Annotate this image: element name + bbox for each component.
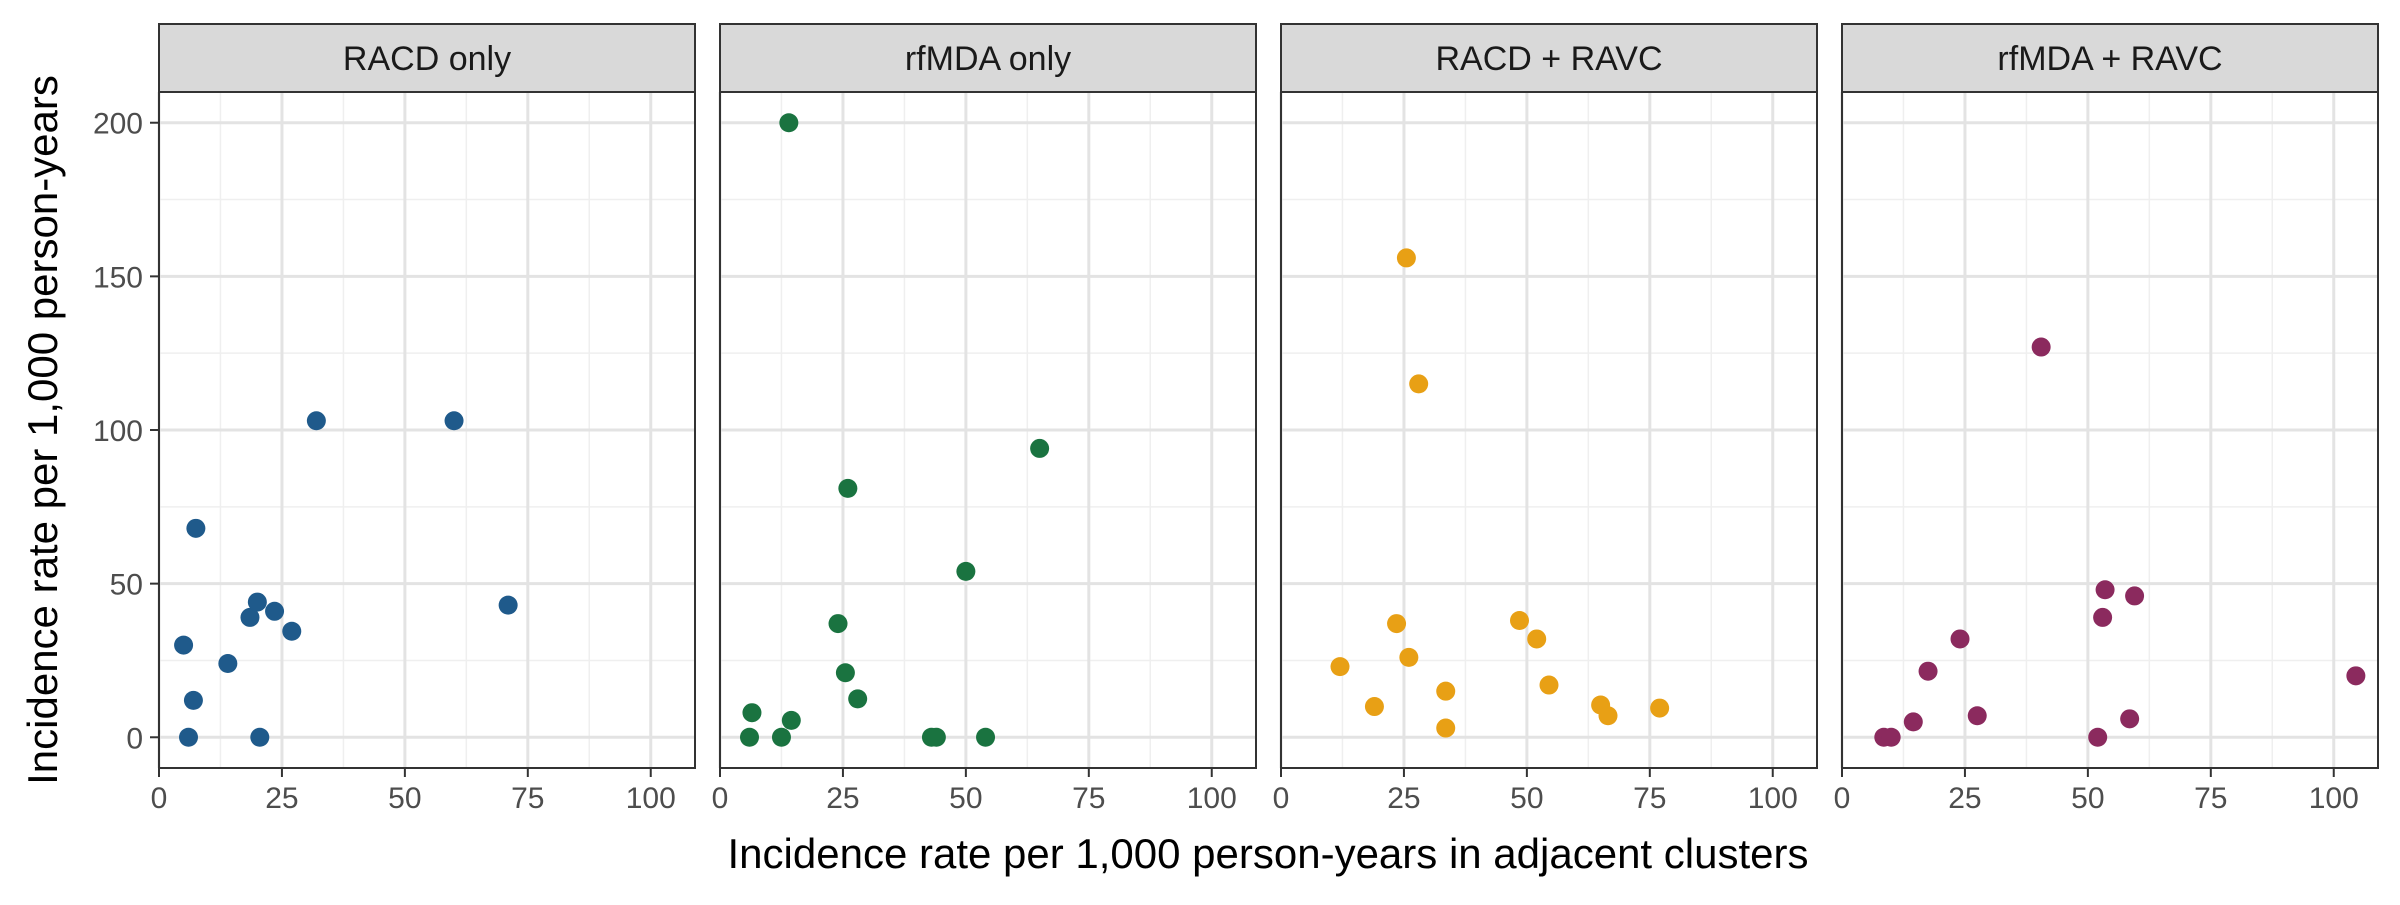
x-tick-label: 50 bbox=[2071, 782, 2104, 815]
data-point bbox=[1330, 657, 1350, 677]
data-point bbox=[2093, 607, 2113, 627]
x-tick-label: 100 bbox=[1748, 782, 1798, 815]
data-point bbox=[1409, 374, 1429, 394]
panel-border bbox=[1841, 91, 2379, 769]
x-tick-label: 100 bbox=[626, 782, 676, 815]
data-point bbox=[306, 411, 326, 431]
data-point bbox=[282, 621, 302, 641]
data-point bbox=[1650, 698, 1670, 718]
x-tick-label: 0 bbox=[712, 782, 729, 815]
facet-strip-label: rfMDA + RAVC bbox=[1997, 40, 2222, 78]
data-point bbox=[1903, 712, 1923, 732]
data-point bbox=[779, 113, 799, 133]
x-tick-label: 75 bbox=[511, 782, 544, 815]
data-point bbox=[2346, 666, 2366, 686]
x-tick-label: 75 bbox=[1072, 782, 1105, 815]
facet-strip bbox=[1841, 23, 2379, 93]
x-tick-label: 25 bbox=[265, 782, 298, 815]
data-point bbox=[2088, 727, 2108, 747]
data-point bbox=[1436, 718, 1456, 738]
data-point bbox=[1436, 681, 1456, 701]
y-tick-label: 100 bbox=[93, 415, 143, 448]
facet-strip-label: rfMDA only bbox=[905, 40, 1071, 78]
x-tick-label: 75 bbox=[1633, 782, 1666, 815]
data-point bbox=[1598, 706, 1618, 726]
x-tick-label: 25 bbox=[1387, 782, 1420, 815]
data-point bbox=[240, 607, 260, 627]
data-point bbox=[174, 635, 194, 655]
x-tick-label: 0 bbox=[1834, 782, 1851, 815]
data-point bbox=[183, 690, 203, 710]
data-point bbox=[1396, 248, 1416, 268]
data-point bbox=[2120, 709, 2140, 729]
facet-strip bbox=[158, 23, 696, 93]
y-tick-label: 200 bbox=[93, 108, 143, 141]
data-point bbox=[838, 478, 858, 498]
x-tick-label: 50 bbox=[949, 782, 982, 815]
panel-border bbox=[719, 91, 1257, 769]
data-point bbox=[2095, 580, 2115, 600]
data-point bbox=[926, 727, 946, 747]
x-tick-label: 100 bbox=[2309, 782, 2359, 815]
y-tick-label: 0 bbox=[126, 722, 143, 755]
x-tick-label: 50 bbox=[1510, 782, 1543, 815]
data-point bbox=[1399, 647, 1419, 667]
data-point bbox=[976, 727, 996, 747]
data-point bbox=[1918, 661, 1938, 681]
data-point bbox=[1967, 706, 1987, 726]
panel-border bbox=[1280, 91, 1818, 769]
data-point bbox=[1539, 675, 1559, 695]
x-tick-label: 0 bbox=[151, 782, 168, 815]
data-point bbox=[250, 727, 270, 747]
y-axis-title: Incidence rate per 1,000 person-years bbox=[19, 75, 66, 785]
data-point bbox=[771, 727, 791, 747]
data-point bbox=[179, 727, 199, 747]
data-point bbox=[2031, 337, 2051, 357]
data-point bbox=[848, 689, 868, 709]
data-point bbox=[265, 601, 285, 621]
data-point bbox=[1881, 727, 1901, 747]
x-tick-label: 50 bbox=[388, 782, 421, 815]
data-point bbox=[498, 595, 518, 615]
data-point bbox=[742, 703, 762, 723]
x-tick-label: 100 bbox=[1187, 782, 1237, 815]
data-point bbox=[1387, 614, 1407, 634]
data-point bbox=[186, 518, 206, 538]
facet-strip bbox=[1280, 23, 1818, 93]
y-tick-label: 150 bbox=[93, 261, 143, 294]
data-point bbox=[956, 561, 976, 581]
data-point bbox=[781, 710, 801, 730]
x-tick-label: 75 bbox=[2194, 782, 2227, 815]
x-tick-label: 25 bbox=[1948, 782, 1981, 815]
data-point bbox=[1509, 611, 1529, 631]
data-point bbox=[835, 663, 855, 683]
data-point bbox=[1030, 438, 1050, 458]
facet-strip-label: RACD + RAVC bbox=[1435, 40, 1662, 78]
x-tick-label: 25 bbox=[826, 782, 859, 815]
facet-strip-label: RACD only bbox=[343, 40, 511, 78]
facet-strip bbox=[719, 23, 1257, 93]
data-point bbox=[740, 727, 760, 747]
data-point bbox=[218, 654, 238, 674]
data-point bbox=[247, 592, 267, 612]
data-point bbox=[1364, 697, 1384, 717]
data-point bbox=[2125, 586, 2145, 606]
y-tick-label: 50 bbox=[110, 569, 143, 602]
x-tick-label: 0 bbox=[1273, 782, 1290, 815]
x-axis-title: Incidence rate per 1,000 person-years in… bbox=[728, 830, 1809, 877]
data-point bbox=[1950, 629, 1970, 649]
data-point bbox=[444, 411, 464, 431]
data-point bbox=[828, 614, 848, 634]
data-point bbox=[1527, 629, 1547, 649]
